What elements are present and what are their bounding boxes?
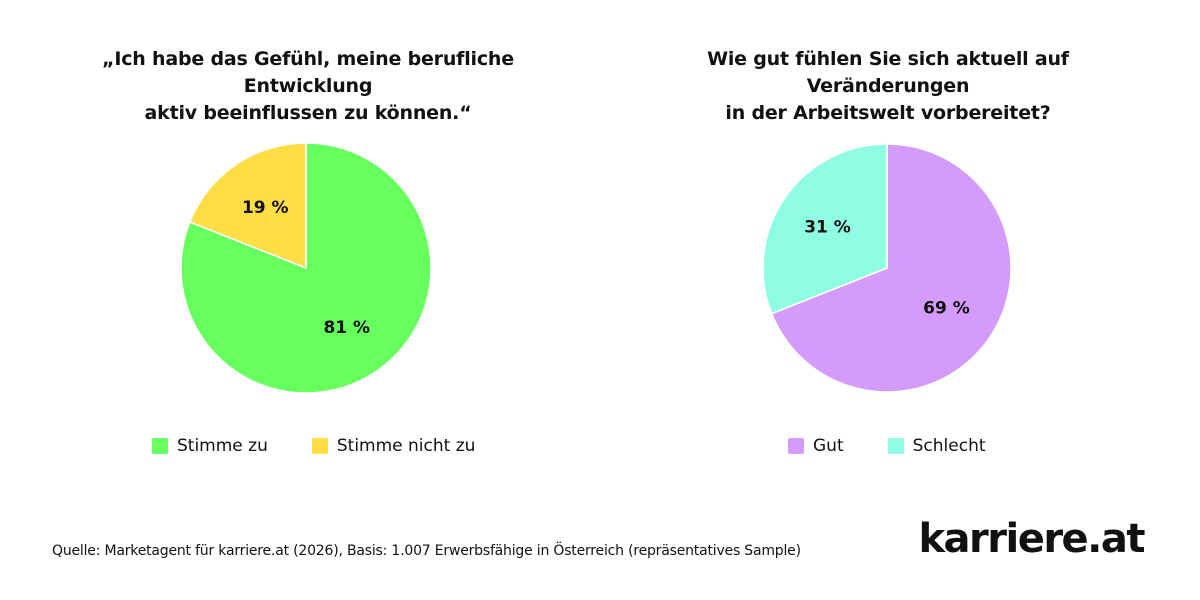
left-chart-title-line-1: „Ich habe das Gefühl, meine berufliche E… [102, 48, 514, 97]
pie-slice-schlecht [762, 143, 888, 315]
legend-label: Gut [813, 436, 844, 456]
legend-swatch [152, 438, 168, 454]
pie-data-label: 81 % [323, 318, 370, 338]
legend-item-stimme-zu: Stimme zu [152, 436, 268, 456]
legend-item-gut: Gut [788, 436, 844, 456]
right-chart-legend: Gut Schlecht [788, 436, 986, 456]
pie-slice-stimme-zu [180, 142, 432, 394]
right-chart-title-line-2: in der Arbeitswelt vorbereitet? [725, 102, 1051, 124]
left-chart-title: „Ich habe das Gefühl, meine berufliche E… [48, 46, 568, 127]
pie-data-label: 69 % [923, 298, 970, 318]
left-chart-title-line-2: aktiv beeinflussen zu können.“ [144, 102, 472, 124]
pie-data-label: 19 % [242, 198, 289, 218]
legend-swatch [887, 438, 904, 454]
legend-label: Stimme nicht zu [336, 436, 476, 456]
legend-item-schlecht: Schlecht [887, 436, 986, 456]
pie-data-label: 31 % [804, 218, 851, 238]
source-note: Quelle: Marketagent für karriere.at (202… [52, 543, 801, 559]
legend-label: Schlecht [912, 436, 986, 456]
brand-logo: karriere.at [918, 516, 1145, 562]
legend-item-stimme-nicht-zu: Stimme nicht zu [311, 436, 476, 456]
left-chart-legend: Stimme zu Stimme nicht zu [152, 436, 475, 456]
pie-slice-gut [770, 143, 1012, 393]
legend-swatch [311, 438, 328, 454]
right-chart-title: Wie gut fühlen Sie sich aktuell auf Verä… [628, 46, 1148, 127]
pie-slice-stimme-nicht-zu [188, 142, 307, 270]
legend-swatch [788, 438, 804, 454]
right-chart-title-line-1: Wie gut fühlen Sie sich aktuell auf Verä… [707, 48, 1069, 97]
legend-label: Stimme zu [177, 436, 268, 456]
